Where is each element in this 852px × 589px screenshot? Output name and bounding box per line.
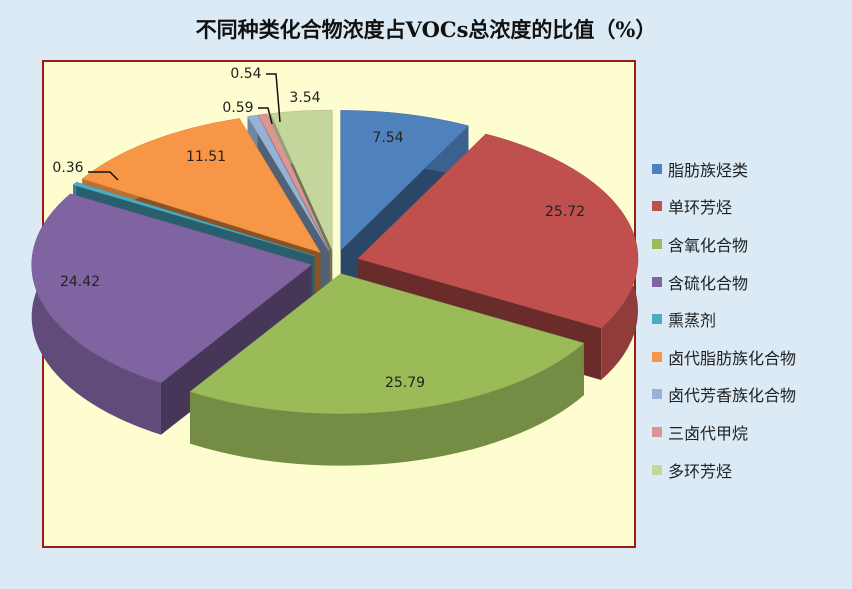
data-label: 24.42 [60, 274, 100, 290]
data-label: 25.79 [385, 375, 425, 391]
legend: 脂肪族烃类单环芳烃含氧化合物含硫化合物熏蒸剂卤代脂肪族化合物 卤代芳香族化合物 三卤… [652, 150, 796, 488]
legend-swatch [652, 464, 662, 475]
leader-line [88, 171, 119, 181]
slice-top [357, 133, 639, 329]
legend-item: 熏蒸剂 [652, 300, 796, 338]
legend-label: 三卤代甲烷 [668, 423, 749, 443]
legend-swatch [652, 163, 662, 174]
data-label: 25.72 [545, 204, 585, 220]
data-label: 3.54 [289, 90, 320, 106]
chart-title: 不同种类化合物浓度占VOCs总浓度的比值（%） [195, 17, 657, 42]
legend-item: 三卤代甲烷 [652, 413, 796, 451]
leader-line [258, 107, 273, 125]
legend-label: 含氧化合物 [668, 235, 749, 255]
legend-label: 卤代脂肪族化合物 [668, 348, 797, 368]
legend-swatch [652, 276, 662, 287]
legend-swatch [652, 426, 662, 437]
legend-item: 卤代芳香族化合物 [652, 376, 796, 414]
slice-side [190, 343, 584, 466]
legend-label: 卤代芳香族化合物 [668, 386, 797, 406]
legend-swatch [652, 238, 662, 249]
pie-slice [189, 273, 585, 466]
legend-item: 单环芳烃 [652, 188, 796, 226]
legend-item: 卤代脂肪族化合物 [652, 338, 796, 376]
legend-label: 多环芳烃 [668, 461, 733, 481]
legend-label: 熏蒸剂 [668, 311, 717, 331]
slice-top [189, 273, 585, 414]
data-label: 7.54 [372, 130, 403, 146]
legend-label: 脂肪族烃类 [668, 160, 749, 180]
legend-swatch [652, 314, 662, 325]
legend-label: 含硫化合物 [668, 273, 749, 293]
slice-top [270, 109, 333, 251]
data-label: 0.54 [230, 66, 261, 82]
legend-item: 含氧化合物 [652, 225, 796, 263]
slice-top [340, 110, 469, 251]
legend-item: 多环芳烃 [652, 451, 796, 489]
legend-swatch [652, 389, 662, 400]
slice-side [31, 193, 161, 435]
leader-line [266, 73, 281, 123]
data-label: 0.36 [52, 160, 83, 176]
legend-item: 含硫化合物 [652, 263, 796, 301]
legend-swatch [652, 351, 662, 362]
data-label: 0.59 [222, 100, 253, 116]
slice-top [31, 193, 313, 384]
slice-top [257, 113, 330, 251]
data-label: 11.51 [186, 149, 226, 165]
legend-item: 脂肪族烃类 [652, 150, 796, 188]
slice-top [72, 181, 315, 257]
legend-swatch [652, 201, 662, 212]
legend-label: 单环芳烃 [668, 198, 733, 218]
slice-top [247, 114, 329, 251]
